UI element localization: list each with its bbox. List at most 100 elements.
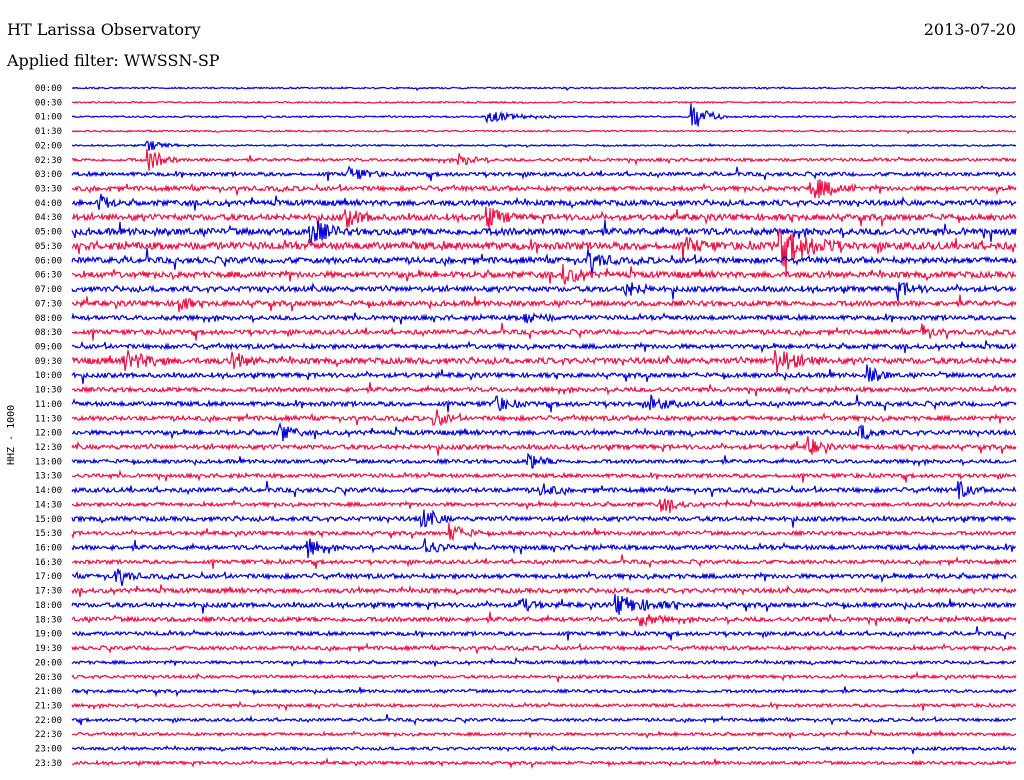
time-label-25: 12:30 bbox=[35, 443, 62, 453]
time-label-27: 13:30 bbox=[35, 472, 62, 482]
time-label-44: 22:00 bbox=[35, 716, 62, 726]
time-labels: 00:00 00:30 01:00 01:30 02:00 02:30 03:00 03:30… bbox=[35, 84, 62, 769]
trace-row-12 bbox=[71, 247, 1017, 275]
trace-row-13 bbox=[71, 263, 1017, 285]
trace-row-0 bbox=[71, 85, 1017, 92]
time-label-10: 05:00 bbox=[35, 228, 62, 238]
trace-row-32 bbox=[71, 538, 1017, 559]
applied-filter: Applied filter: WWSSN-SP bbox=[7, 51, 220, 70]
trace-row-15 bbox=[71, 294, 1017, 313]
trace-row-24 bbox=[71, 421, 1016, 442]
trace-row-16 bbox=[71, 312, 1017, 325]
time-label-7: 03:30 bbox=[35, 185, 62, 195]
time-label-1: 00:30 bbox=[35, 98, 62, 108]
trace-row-23 bbox=[71, 409, 1016, 427]
trace-row-43 bbox=[71, 700, 1017, 712]
time-label-12: 06:00 bbox=[35, 256, 62, 266]
time-label-17: 08:30 bbox=[35, 328, 62, 338]
time-label-15: 07:30 bbox=[35, 299, 62, 309]
record-date: 2013-07-20 bbox=[923, 20, 1016, 39]
trace-row-21 bbox=[71, 382, 1017, 397]
time-label-35: 17:30 bbox=[35, 587, 62, 597]
time-label-31: 15:30 bbox=[35, 529, 62, 539]
trace-row-11 bbox=[71, 229, 1017, 275]
trace-row-17 bbox=[72, 322, 1017, 341]
trace-row-2 bbox=[71, 103, 1017, 127]
trace-row-19 bbox=[71, 349, 1017, 374]
trace-row-20 bbox=[71, 364, 1017, 384]
time-label-42: 21:00 bbox=[35, 687, 62, 697]
time-label-18: 09:00 bbox=[35, 342, 62, 352]
time-label-30: 15:00 bbox=[35, 515, 62, 525]
time-label-24: 12:00 bbox=[35, 429, 62, 439]
trace-row-1 bbox=[71, 100, 1017, 105]
trace-row-46 bbox=[71, 744, 1017, 755]
trace-row-33 bbox=[71, 554, 1017, 569]
time-label-2: 01:00 bbox=[35, 113, 62, 123]
time-label-11: 05:30 bbox=[35, 242, 62, 252]
trace-row-31 bbox=[71, 522, 1017, 542]
trace-row-45 bbox=[71, 728, 1017, 739]
trace-row-3 bbox=[71, 129, 1017, 135]
trace-row-44 bbox=[71, 714, 1017, 727]
time-label-47: 23:30 bbox=[35, 759, 62, 769]
trace-row-40 bbox=[71, 656, 1017, 667]
time-label-5: 02:30 bbox=[35, 156, 62, 166]
trace-row-35 bbox=[71, 584, 1017, 598]
trace-row-37 bbox=[71, 611, 1017, 627]
trace-row-36 bbox=[71, 593, 1017, 615]
trace-row-14 bbox=[71, 281, 1017, 302]
trace-row-8 bbox=[71, 193, 1017, 211]
time-label-3: 01:30 bbox=[35, 127, 62, 137]
time-label-9: 04:30 bbox=[35, 213, 62, 223]
trace-row-7 bbox=[71, 179, 1017, 199]
trace-row-42 bbox=[71, 686, 1017, 698]
trace-row-30 bbox=[71, 509, 1017, 528]
trace-row-28 bbox=[71, 480, 1017, 500]
trace-row-9 bbox=[71, 206, 1017, 230]
trace-row-41 bbox=[71, 670, 1017, 683]
time-label-45: 22:30 bbox=[35, 730, 62, 740]
time-label-13: 06:30 bbox=[35, 271, 62, 281]
trace-row-22 bbox=[71, 394, 1017, 413]
trace-row-29 bbox=[71, 498, 1017, 513]
time-label-21: 10:30 bbox=[35, 386, 62, 396]
trace-row-47 bbox=[71, 756, 1017, 770]
time-label-37: 18:30 bbox=[35, 615, 62, 625]
trace-row-38 bbox=[71, 626, 1017, 641]
time-label-0: 00:00 bbox=[35, 84, 62, 94]
time-label-32: 16:00 bbox=[35, 544, 62, 554]
time-label-14: 07:00 bbox=[35, 285, 62, 295]
trace-row-4 bbox=[71, 140, 1017, 151]
trace-row-10 bbox=[71, 219, 1017, 244]
time-label-34: 17:00 bbox=[35, 572, 62, 582]
time-label-22: 11:00 bbox=[35, 400, 62, 410]
time-label-33: 16:30 bbox=[35, 558, 62, 568]
time-label-36: 18:00 bbox=[35, 601, 62, 611]
time-label-28: 14:00 bbox=[35, 486, 62, 496]
time-label-43: 21:30 bbox=[35, 701, 62, 711]
time-label-23: 11:30 bbox=[35, 414, 62, 424]
trace-row-18 bbox=[71, 340, 1017, 354]
trace-row-26 bbox=[71, 452, 1017, 469]
page-title: HT Larissa Observatory bbox=[7, 20, 201, 39]
time-label-38: 19:00 bbox=[35, 630, 62, 640]
time-label-26: 13:00 bbox=[35, 457, 62, 467]
time-label-39: 19:30 bbox=[35, 644, 62, 654]
time-label-16: 08:00 bbox=[35, 314, 62, 324]
time-label-8: 04:00 bbox=[35, 199, 62, 209]
trace-row-5 bbox=[71, 148, 1017, 171]
time-label-41: 20:30 bbox=[35, 673, 62, 683]
trace-row-27 bbox=[71, 469, 1017, 483]
trace-row-25 bbox=[71, 436, 1017, 456]
time-label-4: 02:00 bbox=[35, 141, 62, 151]
time-label-6: 03:00 bbox=[35, 170, 62, 180]
trace-row-39 bbox=[71, 642, 1017, 654]
time-label-19: 09:30 bbox=[35, 357, 62, 367]
time-label-46: 23:00 bbox=[35, 745, 62, 755]
time-label-20: 10:00 bbox=[35, 371, 62, 381]
time-label-29: 14:30 bbox=[35, 500, 62, 510]
seismic-traces bbox=[71, 85, 1017, 770]
time-label-40: 20:00 bbox=[35, 658, 62, 668]
